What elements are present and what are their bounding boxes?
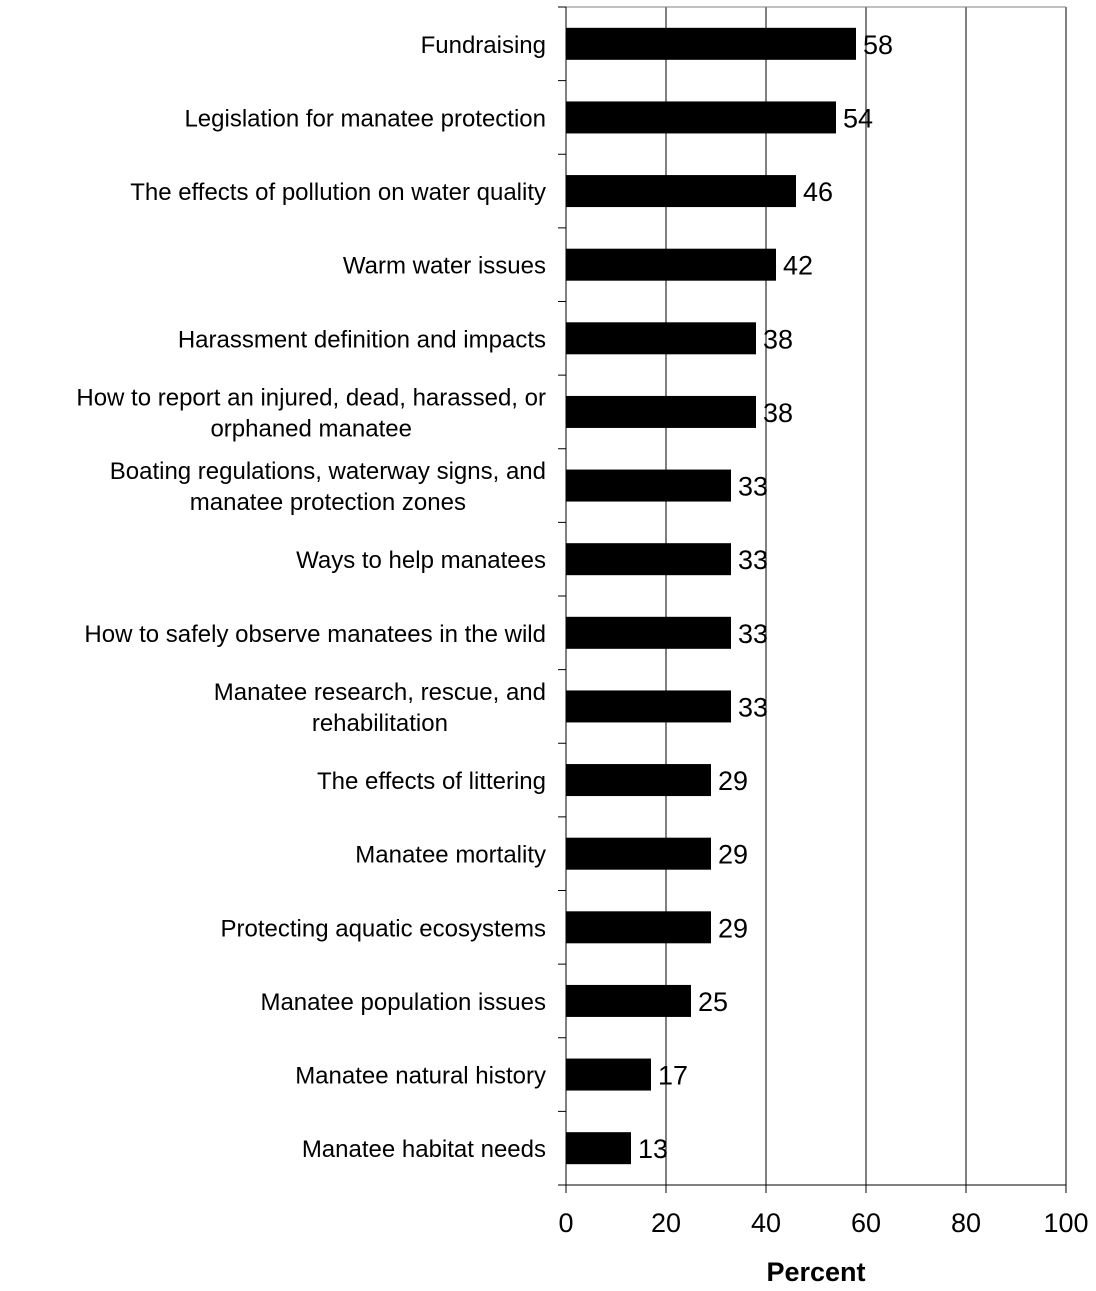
- category-label: The effects of pollution on water qualit…: [130, 179, 546, 206]
- data-label: 46: [803, 177, 833, 207]
- category-label: Manatee mortality: [355, 842, 546, 869]
- bar: [566, 27, 856, 60]
- x-tick-label: 0: [558, 1208, 573, 1238]
- bar: [566, 1058, 651, 1091]
- data-label: 33: [738, 692, 768, 722]
- data-label: 38: [763, 324, 793, 354]
- category-label-line: The effects of littering: [317, 768, 546, 795]
- category-label-line: The effects of pollution on water qualit…: [130, 179, 546, 206]
- category-label: Manatee habitat needs: [302, 1136, 546, 1163]
- data-label: 58: [863, 30, 893, 60]
- bar: [566, 837, 711, 870]
- category-label-line: manatee protection zones: [190, 489, 466, 516]
- bar: [566, 1132, 631, 1165]
- category-label: How to safely observe manatees in the wi…: [84, 621, 546, 648]
- data-label: 42: [783, 251, 813, 281]
- category-label-line: Manatee mortality: [355, 842, 546, 869]
- bar: [566, 764, 711, 797]
- bar: [566, 101, 836, 134]
- category-label: Manatee natural history: [295, 1063, 546, 1090]
- data-label: 29: [718, 913, 748, 943]
- category-label-line: Ways to help manatees: [296, 547, 546, 574]
- data-label: 54: [843, 103, 873, 133]
- x-tick-label: 20: [651, 1208, 681, 1238]
- category-label: How to report an injured, dead, harassed…: [76, 384, 546, 442]
- bar: [566, 175, 796, 208]
- bar: [566, 469, 731, 502]
- category-label: Fundraising: [421, 32, 546, 59]
- category-label-line: Boating regulations, waterway signs, and: [110, 458, 546, 485]
- category-label-line: orphaned manatee: [210, 415, 412, 442]
- bar: [566, 911, 711, 944]
- category-label-line: How to report an injured, dead, harassed…: [76, 384, 546, 411]
- x-tick-label: 40: [751, 1208, 781, 1238]
- category-label-line: Manatee natural history: [295, 1063, 546, 1090]
- data-label: 25: [698, 987, 728, 1017]
- category-labels: Fundraising Legislation for manatee prote…: [76, 32, 546, 1163]
- data-label: 29: [718, 766, 748, 796]
- category-label-line: Harassment definition and impacts: [178, 326, 546, 353]
- category-label-line: rehabilitation: [312, 710, 448, 737]
- bar: [566, 690, 731, 723]
- data-label: 33: [738, 545, 768, 575]
- bar: [566, 543, 731, 576]
- x-tick-label: 80: [951, 1208, 981, 1238]
- x-tick-label: 100: [1043, 1208, 1088, 1238]
- category-label-line: Warm water issues: [343, 253, 546, 280]
- category-label: Boating regulations, waterway signs, and…: [110, 458, 546, 516]
- data-labels: 58 54 46 42 38 38 33 33 33 33 29 29 29 25 17 13: [638, 30, 893, 1164]
- data-label: 13: [638, 1134, 668, 1164]
- category-label: Manatee population issues: [260, 989, 546, 1016]
- category-label: The effects of littering: [317, 768, 546, 795]
- category-label-line: How to safely observe manatees in the wi…: [84, 621, 546, 648]
- x-axis-title: Percent: [766, 1257, 865, 1287]
- bar: [566, 616, 731, 649]
- category-label: Harassment definition and impacts: [178, 326, 546, 353]
- category-label: Legislation for manatee protection: [184, 105, 546, 132]
- bar: [566, 322, 756, 355]
- category-label: Protecting aquatic ecosystems: [221, 915, 547, 942]
- bars: [566, 27, 856, 1165]
- category-label-line: Fundraising: [421, 32, 546, 59]
- data-label: 33: [738, 619, 768, 649]
- category-label-line: Manatee research, rescue, and: [214, 679, 546, 706]
- data-label: 29: [718, 840, 748, 870]
- axes: [558, 6, 1067, 1193]
- data-label: 33: [738, 472, 768, 502]
- category-label-line: Legislation for manatee protection: [184, 105, 546, 132]
- bar: [566, 248, 776, 281]
- category-label: Ways to help manatees: [296, 547, 546, 574]
- category-label: Warm water issues: [343, 253, 546, 280]
- bar: [566, 395, 756, 428]
- category-label-line: Manatee habitat needs: [302, 1136, 546, 1163]
- category-label: Manatee research, rescue, and rehabilitat…: [214, 679, 546, 737]
- x-tick-label: 60: [851, 1208, 881, 1238]
- x-tick-labels: 0 20 40 60 80 100: [558, 1208, 1088, 1238]
- category-label-line: Manatee population issues: [260, 989, 546, 1016]
- category-label-line: Protecting aquatic ecosystems: [221, 915, 547, 942]
- data-label: 38: [763, 398, 793, 428]
- data-label: 17: [658, 1061, 688, 1091]
- bar: [566, 984, 691, 1017]
